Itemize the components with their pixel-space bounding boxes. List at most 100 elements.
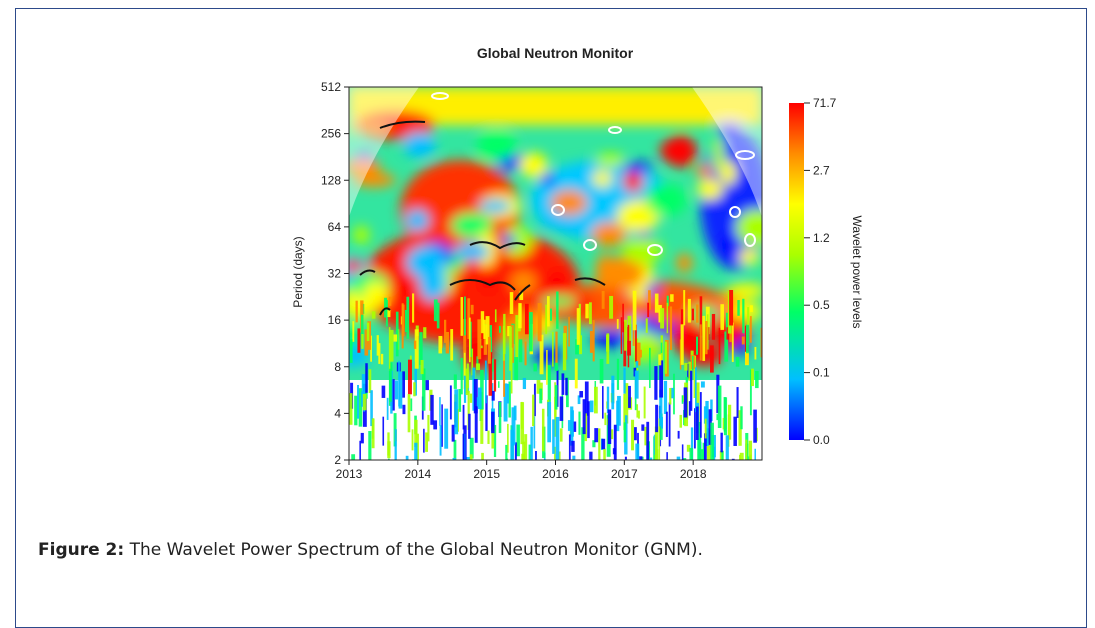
heatmap-streak bbox=[389, 329, 394, 362]
heatmap-streak bbox=[522, 441, 526, 460]
heatmap-streak bbox=[740, 406, 743, 430]
heatmap-streak bbox=[466, 456, 471, 460]
heatmap-streak bbox=[405, 455, 409, 460]
heatmap-streak bbox=[702, 315, 706, 361]
heatmap-streak bbox=[394, 429, 397, 460]
heatmap-streak bbox=[712, 434, 716, 458]
heatmap-streak bbox=[725, 312, 728, 332]
colorbar-tick-label-5: 0.0 bbox=[813, 433, 830, 447]
heatmap-streak bbox=[616, 400, 620, 432]
heatmap-streak bbox=[382, 416, 385, 446]
heatmap-streak bbox=[640, 456, 644, 460]
x-axis: 2013 2014 2015 2016 2017 2018 bbox=[336, 460, 707, 481]
heatmap-streak bbox=[420, 359, 424, 375]
sig-contour bbox=[469, 241, 526, 250]
heatmap-streak bbox=[612, 448, 616, 455]
heatmap-streak bbox=[360, 432, 364, 444]
heatmap-streak bbox=[510, 429, 515, 460]
heatmap-streak bbox=[533, 383, 536, 417]
heatmap-streak bbox=[449, 385, 452, 420]
heatmap-streak bbox=[578, 411, 581, 435]
heatmap-streak bbox=[622, 303, 624, 333]
heatmap-streak bbox=[700, 381, 705, 388]
heatmap-streak bbox=[708, 409, 712, 445]
heatmap-streak bbox=[463, 375, 467, 403]
heatmap-streak bbox=[522, 377, 527, 390]
heatmap-streak bbox=[498, 381, 500, 388]
heatmap-streak bbox=[693, 355, 697, 398]
heatmap-streak bbox=[641, 424, 645, 431]
heatmap-streak bbox=[515, 315, 519, 360]
heatmap-streak bbox=[485, 395, 488, 432]
heatmap-blob bbox=[721, 230, 741, 258]
heatmap-streak bbox=[664, 341, 668, 374]
heatmap-streak bbox=[511, 407, 516, 445]
heatmap-streak bbox=[386, 397, 389, 420]
heatmap-blob bbox=[595, 254, 615, 290]
heatmap-streak bbox=[565, 377, 568, 396]
heatmap-streak bbox=[423, 428, 425, 453]
heatmap-blob bbox=[716, 122, 742, 133]
sig-contour bbox=[647, 244, 663, 256]
heatmap-streak bbox=[573, 421, 577, 432]
heatmap-streak bbox=[469, 393, 473, 403]
heatmap-streak bbox=[554, 385, 558, 410]
heatmap-streak bbox=[649, 347, 651, 389]
heatmap-blob bbox=[594, 153, 626, 168]
heatmap-streak bbox=[481, 452, 484, 460]
heatmap-streak bbox=[676, 456, 681, 460]
sig-contour bbox=[379, 307, 391, 316]
heatmap-streak bbox=[733, 416, 737, 446]
figure-caption: Figure 2: The Wavelet Power Spectrum of … bbox=[38, 540, 703, 560]
heatmap-blob bbox=[450, 212, 493, 239]
heatmap-blob bbox=[406, 245, 447, 279]
heatmap-streak bbox=[749, 454, 752, 460]
heatmap-streak bbox=[416, 433, 419, 460]
heatmap-streak bbox=[723, 397, 728, 436]
heatmap-streak bbox=[632, 290, 637, 331]
heatmap-streak bbox=[414, 361, 417, 396]
heatmap-streak bbox=[738, 410, 742, 446]
caption-text: The Wavelet Power Spectrum of the Global… bbox=[124, 540, 703, 560]
heatmap-streak bbox=[528, 312, 533, 352]
heatmap-blob bbox=[350, 121, 391, 133]
sig-contour bbox=[514, 284, 531, 301]
heatmap-streak bbox=[635, 443, 640, 460]
y-axis-label: Period (days) bbox=[291, 236, 305, 307]
heatmap-streak bbox=[584, 413, 587, 442]
heatmap-streak bbox=[518, 303, 522, 329]
heatmap-streak bbox=[425, 432, 429, 452]
heatmap-blob bbox=[353, 225, 370, 245]
heatmap-streak bbox=[460, 297, 463, 336]
chart-title: Global Neutron Monitor bbox=[477, 45, 634, 61]
heatmap-streak bbox=[584, 381, 589, 416]
heatmap-streak bbox=[477, 387, 482, 410]
heatmap-streak bbox=[582, 399, 586, 435]
heatmap-streak bbox=[439, 425, 442, 456]
x-tick-label-2: 2015 bbox=[473, 467, 500, 481]
heatmap-streak bbox=[555, 416, 560, 460]
heatmap-streak bbox=[594, 386, 598, 414]
caption-label: Figure 2: bbox=[38, 540, 125, 560]
heatmap-blob bbox=[667, 134, 696, 168]
heatmap-streak bbox=[705, 321, 708, 355]
heatmap-streak bbox=[749, 316, 752, 343]
heatmap-streak bbox=[491, 358, 494, 372]
heatmap-streak bbox=[631, 419, 635, 451]
heatmap-streak bbox=[581, 427, 585, 460]
heatmap-streak bbox=[532, 394, 535, 427]
heatmap-streak bbox=[349, 339, 353, 363]
heatmap-streak bbox=[691, 308, 694, 321]
heatmap-streak bbox=[663, 380, 668, 414]
heatmap-streak bbox=[742, 298, 745, 334]
heatmap-streak bbox=[687, 298, 691, 323]
heatmap-streak bbox=[703, 406, 708, 424]
heatmap-streak bbox=[695, 367, 697, 413]
heatmap-streak bbox=[391, 379, 395, 411]
heatmap-streak bbox=[661, 416, 663, 429]
heatmap-streak bbox=[524, 303, 529, 335]
colorbar-tick-label-1: 2.7 bbox=[813, 163, 830, 177]
heatmap-streak bbox=[721, 450, 724, 460]
heatmap-streak bbox=[411, 429, 414, 451]
heatmap-streak bbox=[378, 343, 381, 364]
